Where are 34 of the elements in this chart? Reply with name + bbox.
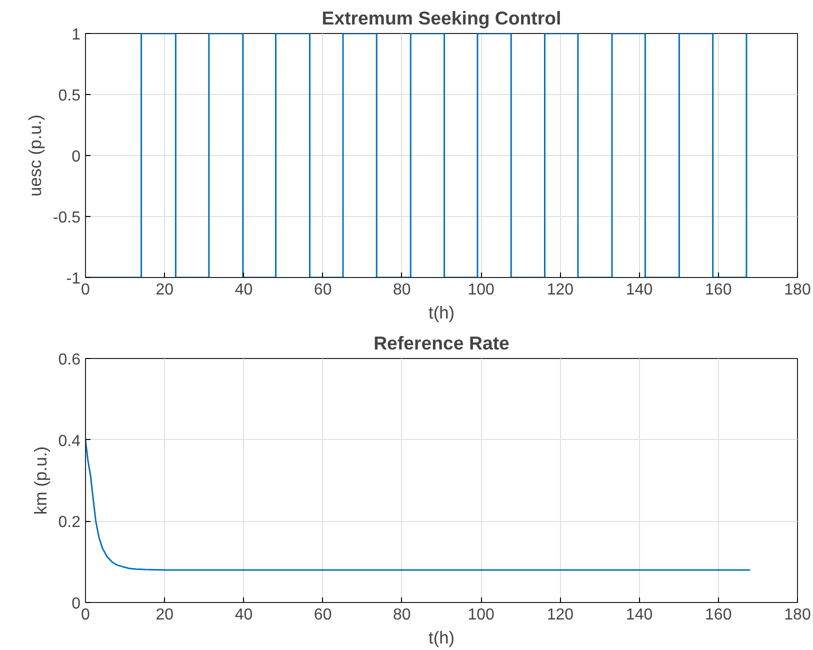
chart-title: Extremum Seeking Control (322, 8, 562, 28)
x-tick-label: 80 (393, 282, 411, 298)
x-tick-label: 140 (626, 282, 653, 298)
x-tick-label: 120 (546, 606, 574, 624)
chart-title: Reference Rate (374, 332, 510, 354)
x-axis-title: t(h) (428, 628, 455, 648)
x-tick-label: 60 (314, 606, 332, 624)
y-tick-label: -1 (66, 270, 81, 288)
x-tick-label: 40 (234, 606, 253, 624)
x-tick-label: 160 (705, 282, 732, 298)
x-tick-label: 100 (468, 606, 495, 624)
x-tick-label: 60 (314, 282, 332, 298)
x-tick-label: 20 (156, 606, 174, 624)
y-tick-label: 0 (72, 596, 81, 612)
x-tick-label: 120 (546, 282, 574, 298)
y-tick-label: 0 (72, 148, 81, 166)
y-tick-label: 0.6 (58, 352, 81, 368)
x-tick-label: 100 (468, 282, 495, 298)
x-tick-label: 180 (784, 282, 811, 298)
x-tick-label: 180 (784, 606, 811, 624)
y-tick-label: 1 (72, 26, 81, 44)
x-tick-label: 140 (626, 606, 653, 624)
x-tick-label: 80 (393, 606, 411, 624)
x-tick-label: 40 (234, 282, 253, 298)
y-tick-label: 0.2 (58, 514, 81, 532)
y-tick-label: 0.5 (58, 88, 81, 104)
x-tick-label: 20 (156, 282, 174, 298)
y-tick-label: -0.5 (52, 210, 81, 226)
line-series (86, 439, 751, 571)
y-axis-title: km (p.u.) (30, 446, 50, 515)
y-axis-title: uesc (p.u.) (24, 114, 45, 196)
x-axis-title: t(h) (428, 302, 455, 322)
x-tick-label: 160 (705, 606, 732, 624)
y-tick-label: 0.4 (58, 432, 81, 450)
